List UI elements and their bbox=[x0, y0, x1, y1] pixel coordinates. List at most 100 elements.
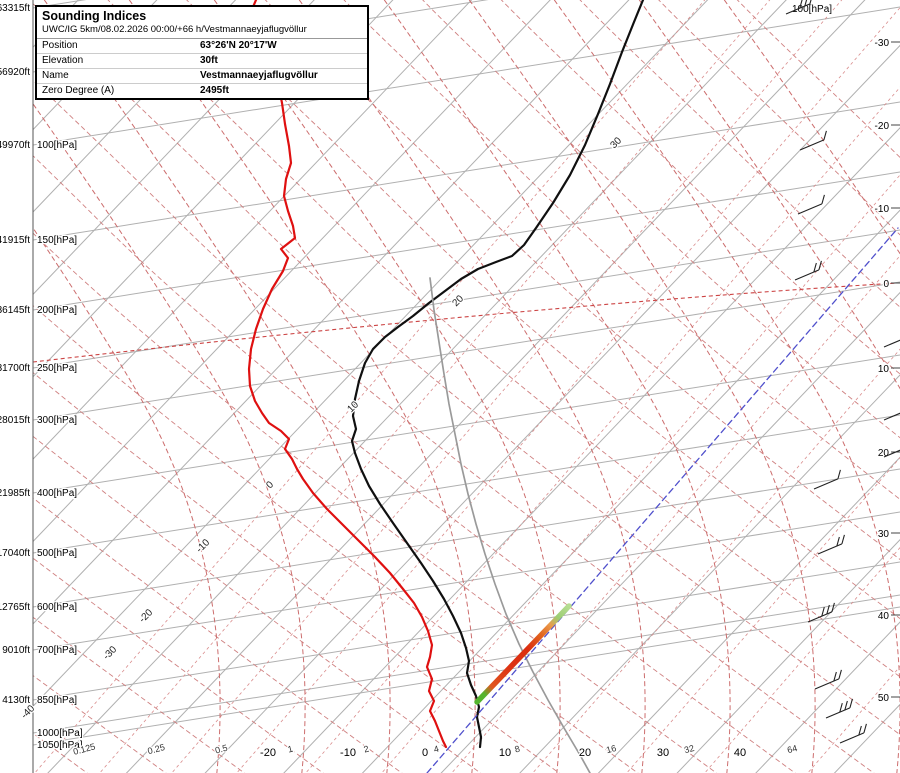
right-temp-label: 50 bbox=[878, 693, 890, 704]
right-temp-label: 40 bbox=[878, 611, 890, 622]
dewpoint-curve bbox=[247, 0, 448, 749]
pressure-label: 850[hPa] bbox=[37, 695, 77, 706]
altitude-label: 49970ft bbox=[0, 140, 30, 151]
mixing-ratio-label: 0.25 bbox=[146, 742, 166, 756]
wind-barb-icon bbox=[825, 698, 853, 719]
pressure-label: 250[hPa] bbox=[37, 363, 77, 374]
bottom-temp-label: -20 bbox=[260, 747, 276, 759]
wind-barb-icon bbox=[797, 194, 825, 215]
mixing-ratio-label: 0.5 bbox=[214, 743, 229, 756]
inline-temp-label: -10 bbox=[194, 537, 212, 555]
info-value: 2495ft bbox=[200, 85, 229, 96]
altitude-label: 63315ft bbox=[0, 3, 30, 14]
pressure-label-top-right: 100[hPa] bbox=[792, 4, 832, 15]
info-label: Position bbox=[42, 40, 78, 51]
lapse-highlight-segment bbox=[474, 603, 572, 705]
altitude-label: 17040ft bbox=[0, 548, 30, 559]
pressure-label: 500[hPa] bbox=[37, 548, 77, 559]
info-label: Zero Degree (A) bbox=[42, 85, 115, 96]
bottom-temperature-axis: -20 -10 0 10 20 30 40 bbox=[259, 746, 748, 761]
mixing-ratio-grid bbox=[34, 0, 900, 773]
pressure-label: 200[hPa] bbox=[37, 305, 77, 316]
bottom-temp-label: 10 bbox=[499, 747, 511, 759]
info-row-position: Position 63°26'N 20°17'W bbox=[37, 39, 367, 54]
bottom-temp-label: 20 bbox=[579, 747, 591, 759]
mixing-ratio-label: 32 bbox=[683, 743, 695, 755]
inline-temp-label: 10 bbox=[345, 399, 361, 415]
pressure-altitude-axis: 63315ft 56920ft 49970ft 100[hPa] 41915ft 150[… bbox=[0, 2, 834, 753]
temperature-curve bbox=[350, 0, 645, 749]
mixing-path-curve bbox=[426, 227, 899, 773]
right-temp-label: -10 bbox=[875, 204, 890, 215]
wind-barb-icon bbox=[794, 260, 822, 281]
pressure-label: 100[hPa] bbox=[37, 140, 77, 151]
isobar-grid bbox=[33, 0, 900, 746]
mixing-ratio-label: 2 bbox=[363, 744, 370, 755]
info-value: 63°26'N 20°17'W bbox=[200, 40, 277, 51]
altitude-label: 9010ft bbox=[2, 645, 30, 656]
info-box-title: Sounding Indices bbox=[42, 9, 147, 23]
pressure-label: 300[hPa] bbox=[37, 415, 77, 426]
altitude-label: 36145ft bbox=[0, 305, 30, 316]
info-label: Elevation bbox=[42, 55, 84, 66]
parcel-curve bbox=[429, 277, 591, 773]
pressure-label: 600[hPa] bbox=[37, 602, 77, 613]
info-row-elevation: Elevation 30ft bbox=[37, 54, 367, 69]
altitude-label: 41915ft bbox=[0, 235, 30, 246]
right-temperature-axis: -30 -20 -10 0 10 20 30 40 50 bbox=[873, 37, 900, 705]
bottom-temp-label: 40 bbox=[734, 747, 746, 759]
mixing-ratio-axis: 0.125 0.25 0.5 1 2 4 8 16 32 64 bbox=[71, 740, 800, 758]
reference-dashed-curve bbox=[33, 282, 898, 363]
inline-temp-label: 30 bbox=[608, 135, 624, 151]
wind-barb-icon bbox=[785, 0, 812, 15]
pressure-label: 150[hPa] bbox=[37, 235, 77, 246]
altitude-label: 12765ft bbox=[0, 602, 30, 613]
info-box-subtitle: UWC/IG 5km/08.02.2026 00:00/+66 h/Vestma… bbox=[37, 24, 367, 39]
right-temp-label: -30 bbox=[875, 38, 890, 49]
inline-temp-label: 0 bbox=[264, 479, 276, 491]
wind-barb-icon bbox=[817, 534, 845, 555]
info-value: Vestmannaeyjaflugvöllur bbox=[200, 70, 318, 81]
pressure-label: 700[hPa] bbox=[37, 645, 77, 656]
info-row-zero-degree: Zero Degree (A) 2495ft bbox=[37, 84, 367, 98]
wind-barb-icon bbox=[839, 723, 867, 744]
altitude-label: 4130ft bbox=[2, 695, 30, 706]
inline-temp-label: -30 bbox=[101, 644, 119, 662]
pressure-label: 1050[hPa] bbox=[37, 740, 83, 751]
altitude-label: 28015ft bbox=[0, 415, 30, 426]
right-temp-label: 0 bbox=[883, 279, 889, 290]
bottom-temp-label: 0 bbox=[422, 747, 428, 759]
right-temp-label: 10 bbox=[878, 364, 890, 375]
altitude-label: 56920ft bbox=[0, 67, 30, 78]
right-temp-label: 30 bbox=[878, 529, 890, 540]
sounding-info-box: Sounding Indices UWC/IG 5km/08.02.2026 0… bbox=[35, 5, 369, 100]
info-value: 30ft bbox=[200, 55, 218, 66]
mixing-ratio-label: 1 bbox=[287, 744, 294, 755]
bottom-temp-label: -10 bbox=[340, 747, 356, 759]
mixing-ratio-label: 64 bbox=[786, 743, 798, 755]
wind-barbs bbox=[785, 0, 900, 744]
right-temp-label: 20 bbox=[878, 448, 890, 459]
wind-barb-icon bbox=[799, 130, 827, 151]
wind-barb-icon bbox=[814, 669, 842, 690]
wind-barb-icon bbox=[883, 339, 900, 348]
inline-temp-label: -20 bbox=[137, 607, 155, 625]
info-label: Name bbox=[42, 70, 69, 81]
altitude-label: 31700ft bbox=[0, 363, 30, 374]
wind-barb-icon bbox=[813, 469, 841, 490]
mixing-ratio-label: 4 bbox=[433, 744, 440, 755]
wind-barb-icon bbox=[807, 602, 835, 623]
wind-barb-icon bbox=[883, 412, 900, 421]
wind-barb-icon bbox=[883, 449, 900, 458]
pressure-label: 400[hPa] bbox=[37, 488, 77, 499]
mixing-ratio-label: 8 bbox=[514, 744, 521, 755]
bottom-temp-label: 30 bbox=[657, 747, 669, 759]
mixing-ratio-label: 16 bbox=[605, 743, 617, 755]
right-temp-label: -20 bbox=[875, 121, 890, 132]
pressure-label: 1000[hPa] bbox=[37, 728, 83, 739]
